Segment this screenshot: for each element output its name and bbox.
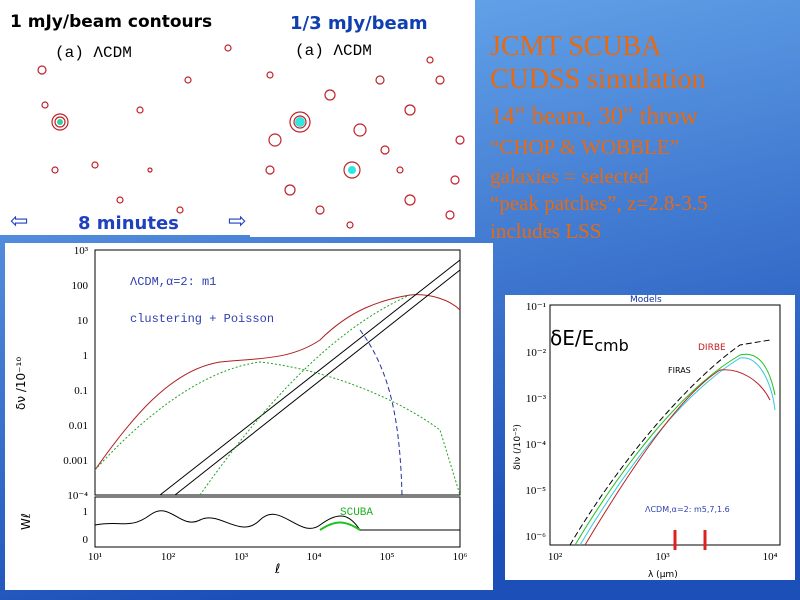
plot-label: ΛCDM,α=2: m5,7,1.6 — [645, 505, 730, 514]
map-panel — [0, 0, 262, 235]
tick-label: 10⁵ — [380, 551, 395, 563]
x-axis-label: ℓ — [274, 562, 280, 577]
peak — [348, 166, 356, 174]
curves — [94, 259, 461, 531]
tick-label: 0.001 — [63, 455, 88, 467]
x-axis-label: λ (μm) — [648, 570, 678, 580]
tick-label: 10³ — [655, 551, 670, 563]
tick-label: 10³ — [74, 245, 89, 257]
panel-footer: 8 minutes — [78, 213, 179, 234]
curves — [569, 339, 776, 550]
tick-label: 100 — [72, 280, 89, 292]
tick-label: 10² — [548, 551, 563, 563]
note: “CHOP & WOBBLE” — [490, 135, 679, 159]
tick-label: 10⁻⁴ — [525, 439, 546, 451]
tick-label: 10¹ — [88, 551, 102, 563]
axes — [94, 249, 461, 548]
tick-label: 10⁻² — [526, 347, 547, 359]
tick-label: 10³ — [234, 551, 249, 563]
panel-label: (a) ΛCDM — [295, 42, 372, 60]
map-panel — [250, 0, 475, 237]
y-axis-label: δIν (/10⁻⁵) — [513, 424, 523, 470]
quantity-sub: cmb — [594, 336, 629, 355]
note: CUDSS simulation — [490, 64, 705, 95]
arrow: ⇨ — [228, 209, 246, 234]
tick-label: 10⁻³ — [526, 393, 547, 405]
tick-label: 10² — [161, 551, 176, 563]
note: JCMT SCUBA — [490, 31, 662, 62]
note: “peak patches”, z=2.8-3.5 — [490, 191, 708, 215]
y-axis-label: δν /10⁻¹⁰ — [14, 357, 28, 410]
tick-label: 0 — [83, 534, 89, 546]
tick-label: 0.1 — [74, 385, 88, 397]
tick-label: 10⁴ — [763, 551, 778, 563]
tick-label: 10 — [77, 315, 89, 327]
panel-header: 1/3 mJy/beam — [290, 13, 428, 34]
tick-label: 10⁻⁶ — [525, 531, 546, 543]
tick-label: 1 — [83, 506, 89, 518]
peak — [295, 117, 305, 127]
note: includes LSS — [490, 219, 601, 243]
panel-header: 1 mJy/beam contours — [10, 12, 212, 32]
plot-label: FIRAS — [668, 366, 691, 375]
axes — [549, 304, 781, 546]
plot-label: ΛCDM,α=2: m1 — [130, 275, 216, 289]
contours — [265, 56, 465, 229]
note: 14" beam, 30" throw — [490, 103, 698, 130]
tick-label: 10⁻⁵ — [525, 485, 546, 497]
plot-label: SCUBA — [340, 507, 373, 519]
tick-label: 10⁴ — [307, 551, 322, 563]
tick-label: 10⁻⁴ — [67, 490, 88, 502]
tick-label: 10⁶ — [453, 551, 468, 563]
note: galaxies = selected — [490, 164, 649, 188]
tick-label: 10⁻¹ — [526, 301, 546, 313]
tick-label: 1 — [83, 350, 89, 362]
plot-label: clustering + Poisson — [130, 312, 274, 326]
panel-label: (a) ΛCDM — [55, 44, 132, 62]
arrow: ⇦ — [10, 209, 28, 234]
tick-label: 0.01 — [69, 420, 88, 432]
header-bg — [290, 10, 470, 32]
plot-label: DIRBE — [698, 343, 726, 353]
y-axis-label: Wℓ — [19, 513, 33, 530]
plot-quantity: δE/Ecmb — [550, 326, 629, 355]
header-bg — [3, 10, 271, 32]
peak — [57, 119, 63, 125]
plot-panel — [5, 243, 493, 590]
quantity: δE/E — [550, 326, 594, 350]
contours — [37, 44, 232, 214]
plot-title: Models — [630, 295, 662, 305]
